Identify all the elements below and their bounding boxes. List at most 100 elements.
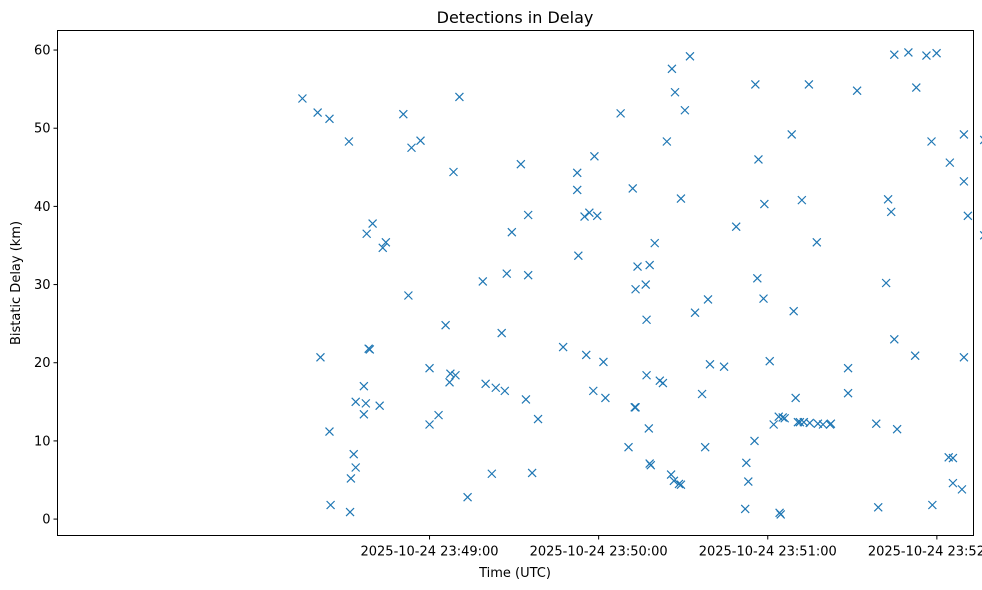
data-point	[599, 357, 608, 367]
data-point	[676, 194, 686, 203]
data-point	[326, 500, 336, 510]
data-point	[812, 237, 822, 247]
data-point	[750, 436, 759, 446]
data-point	[633, 262, 642, 272]
data-point	[826, 419, 836, 429]
data-point	[378, 243, 388, 253]
data-point	[359, 381, 369, 391]
data-point	[365, 345, 375, 354]
y-tick-label: 30	[34, 278, 51, 293]
data-point	[750, 80, 760, 89]
data-point	[752, 273, 762, 283]
x-axis: 2025-10-24 23:49:00 2025-10-24 23:50:00 20…	[360, 535, 982, 560]
data-point	[669, 476, 679, 486]
y-tick-label: 40	[34, 200, 51, 215]
data-point	[945, 158, 955, 168]
data-point	[932, 48, 942, 58]
data-point	[375, 401, 385, 411]
y-axis-label: Bistatic Delay (km)	[9, 221, 24, 345]
data-point	[883, 194, 893, 204]
data-point	[754, 155, 763, 164]
data-point	[886, 207, 896, 217]
data-point	[666, 470, 676, 479]
data-point	[759, 294, 768, 304]
data-point	[873, 502, 883, 512]
data-point	[667, 64, 677, 74]
plot-frame	[57, 30, 974, 536]
data-point	[361, 398, 371, 408]
data-point	[843, 363, 853, 373]
data-point	[662, 137, 672, 146]
x-tick-label: 2025-10-24 23:51:00	[699, 545, 837, 560]
data-point	[445, 369, 455, 379]
data-point	[791, 393, 801, 403]
data-point	[589, 151, 599, 161]
data-point	[359, 409, 369, 419]
data-point	[616, 108, 626, 118]
x-tick-label: 2025-10-24 23:50:00	[530, 545, 668, 560]
data-point	[719, 362, 729, 372]
data-point	[487, 469, 497, 479]
data-point	[403, 291, 413, 300]
data-point	[351, 397, 361, 407]
data-point	[674, 479, 684, 489]
data-point	[780, 413, 790, 423]
data-point	[362, 229, 372, 239]
data-point	[325, 427, 334, 436]
data-point	[903, 47, 913, 57]
data-point	[670, 87, 680, 97]
data-point	[572, 185, 582, 195]
data-point	[778, 413, 788, 422]
data-point	[700, 442, 710, 452]
data-point	[500, 386, 510, 396]
data-point	[523, 210, 533, 220]
data-point	[776, 509, 786, 519]
data-point	[741, 458, 751, 468]
x-tick-label: 2025-10-24 23:52:00	[868, 545, 982, 560]
data-point	[313, 108, 323, 118]
data-point	[789, 306, 799, 316]
data-point	[948, 453, 958, 463]
data-point	[445, 377, 454, 387]
data-point	[368, 219, 378, 229]
data-point	[743, 477, 753, 486]
data-point	[521, 395, 531, 404]
data-point	[641, 280, 651, 289]
data-point	[892, 424, 902, 434]
chart-title: Detections in Delay	[437, 8, 594, 27]
data-point	[889, 334, 899, 344]
data-point	[959, 176, 969, 186]
data-point	[818, 420, 828, 429]
data-point	[416, 136, 425, 146]
data-point	[481, 379, 491, 389]
x-axis-label: Time (UTC)	[478, 566, 551, 581]
data-point	[349, 449, 359, 459]
data-point	[963, 211, 973, 221]
data-point	[592, 211, 602, 221]
data-point	[624, 442, 633, 452]
data-point	[881, 278, 891, 288]
data-point	[478, 277, 488, 286]
x-tick-label: 2025-10-24 23:49:00	[360, 545, 498, 560]
y-axis: 0 10 20 30 40 50 60	[34, 44, 58, 528]
data-point	[628, 183, 638, 193]
data-point	[959, 130, 969, 139]
data-point	[646, 460, 656, 470]
data-point	[797, 195, 807, 205]
data-point	[843, 388, 853, 398]
data-point	[957, 484, 967, 494]
data-point	[523, 270, 533, 280]
data-point	[297, 94, 307, 103]
data-point	[927, 500, 937, 510]
data-point	[441, 320, 451, 330]
y-tick-label: 0	[42, 513, 50, 528]
data-point	[922, 51, 931, 60]
data-point	[658, 378, 668, 388]
data-point	[680, 105, 690, 115]
data-point	[451, 370, 460, 380]
data-point	[491, 383, 501, 393]
data-point	[910, 351, 920, 361]
data-point	[644, 423, 654, 433]
data-point	[580, 212, 589, 221]
